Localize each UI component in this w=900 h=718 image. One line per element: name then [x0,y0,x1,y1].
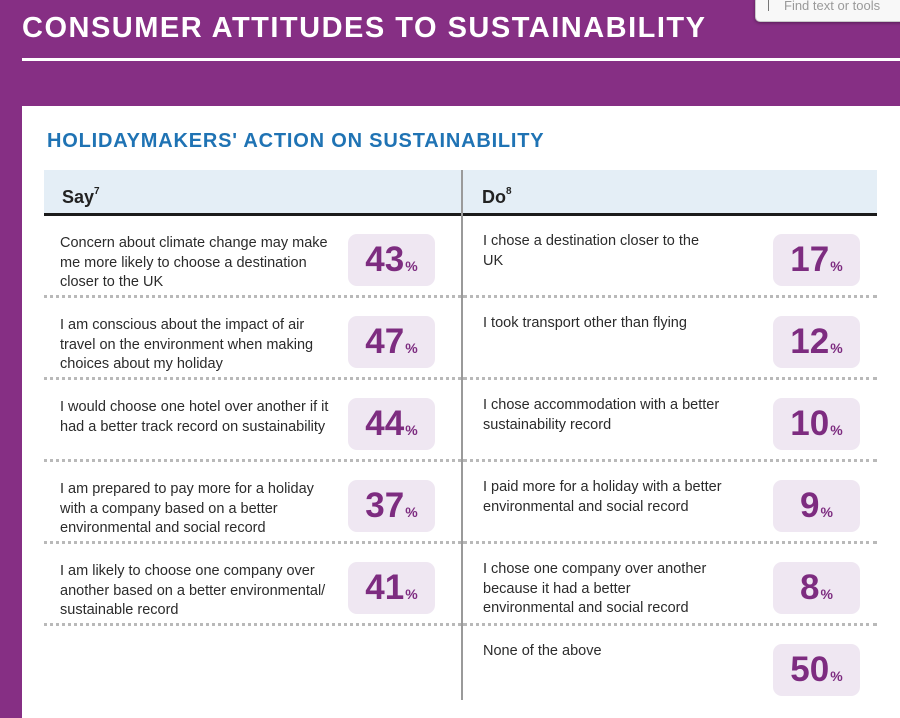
do-percentage-value: 8 [800,568,820,607]
percent-sign: % [830,668,843,684]
say-percentage-value: 44 [365,404,405,443]
say-statement: Concern about climate change may make me… [60,235,328,290]
do-percentage-badge: 9% [773,480,860,532]
do-statement: I chose one company over another because… [483,561,707,616]
do-percentage-value: 10 [790,404,830,443]
column-header-say: Say7 [44,170,461,214]
say-percentage-badge: 47% [348,316,435,368]
say-percentage-badge: 37% [348,480,435,532]
say-row: I am likely to choose one company over a… [44,544,461,626]
header-rule [44,213,877,216]
say-percentage-badge: 44% [348,398,435,450]
say-statement: I would choose one hotel over another if… [60,399,329,435]
say-statement: I am likely to choose one company over a… [60,563,326,618]
say-percentage-value: 41 [365,568,405,607]
do-percentage-badge: 10% [773,398,860,450]
do-percentage-badge: 17% [773,234,860,286]
do-percentage-value: 17 [790,240,830,279]
percent-sign: % [830,422,843,438]
do-statement: None of the above [483,643,602,659]
do-statement: I paid more for a holiday with a better … [483,479,722,515]
say-footnote-marker: 7 [94,186,100,197]
say-percentage-badge: 41% [348,562,435,614]
say-statement: I am conscious about the impact of air t… [60,317,314,372]
do-statement: I took transport other than flying [483,315,687,331]
page-title: CONSUMER ATTITUDES TO SUSTAINABILITY [22,12,707,44]
do-row: None of the above 50% [463,626,877,708]
percent-sign: % [405,258,418,274]
do-row: I chose accommodation with a better sust… [463,380,877,462]
content-panel: HOLIDAYMAKERS' ACTION ON SUSTAINABILITY … [22,106,900,718]
percent-sign: % [820,504,833,520]
say-row: I would choose one hotel over another if… [44,380,461,462]
do-row: I chose a destination closer to the UK 1… [463,216,877,298]
say-row: I am conscious about the impact of air t… [44,298,461,380]
column-header-do-label: Do [482,187,506,207]
percent-sign: % [820,586,833,602]
text-cursor-icon [768,0,769,11]
do-percentage-badge: 50% [773,644,860,696]
say-row: I am prepared to pay more for a holiday … [44,462,461,544]
do-row: I took transport other than flying 12% [463,298,877,380]
percent-sign: % [830,340,843,356]
say-percentage-value: 47 [365,322,405,361]
percent-sign: % [405,504,418,520]
section-title: HOLIDAYMAKERS' ACTION ON SUSTAINABILITY [47,130,545,152]
search-placeholder: Find text or tools [784,0,881,13]
column-divider [461,170,463,700]
percent-sign: % [830,258,843,274]
say-statement: I am prepared to pay more for a holiday … [60,481,314,536]
column-header-say-label: Say [62,187,95,207]
do-statement: I chose a destination closer to the UK [483,233,700,269]
do-percentage-value: 9 [800,486,820,525]
say-percentage-value: 37 [365,486,405,525]
do-percentage-value: 50 [790,650,830,689]
do-statement: I chose accommodation with a better sust… [483,397,720,433]
title-rule [22,58,900,61]
do-row: I chose one company over another because… [463,544,877,626]
column-header-do: Do8 [463,170,877,214]
find-text-or-tools-search[interactable]: Find text or tools [755,0,900,22]
percent-sign: % [405,586,418,602]
do-footnote-marker: 8 [506,186,512,197]
say-percentage-badge: 43% [348,234,435,286]
say-row: Concern about climate change may make me… [44,216,461,298]
do-row: I paid more for a holiday with a better … [463,462,877,544]
percent-sign: % [405,340,418,356]
percent-sign: % [405,422,418,438]
say-percentage-value: 43 [365,240,405,279]
do-percentage-value: 12 [790,322,830,361]
do-percentage-badge: 8% [773,562,860,614]
do-percentage-badge: 12% [773,316,860,368]
